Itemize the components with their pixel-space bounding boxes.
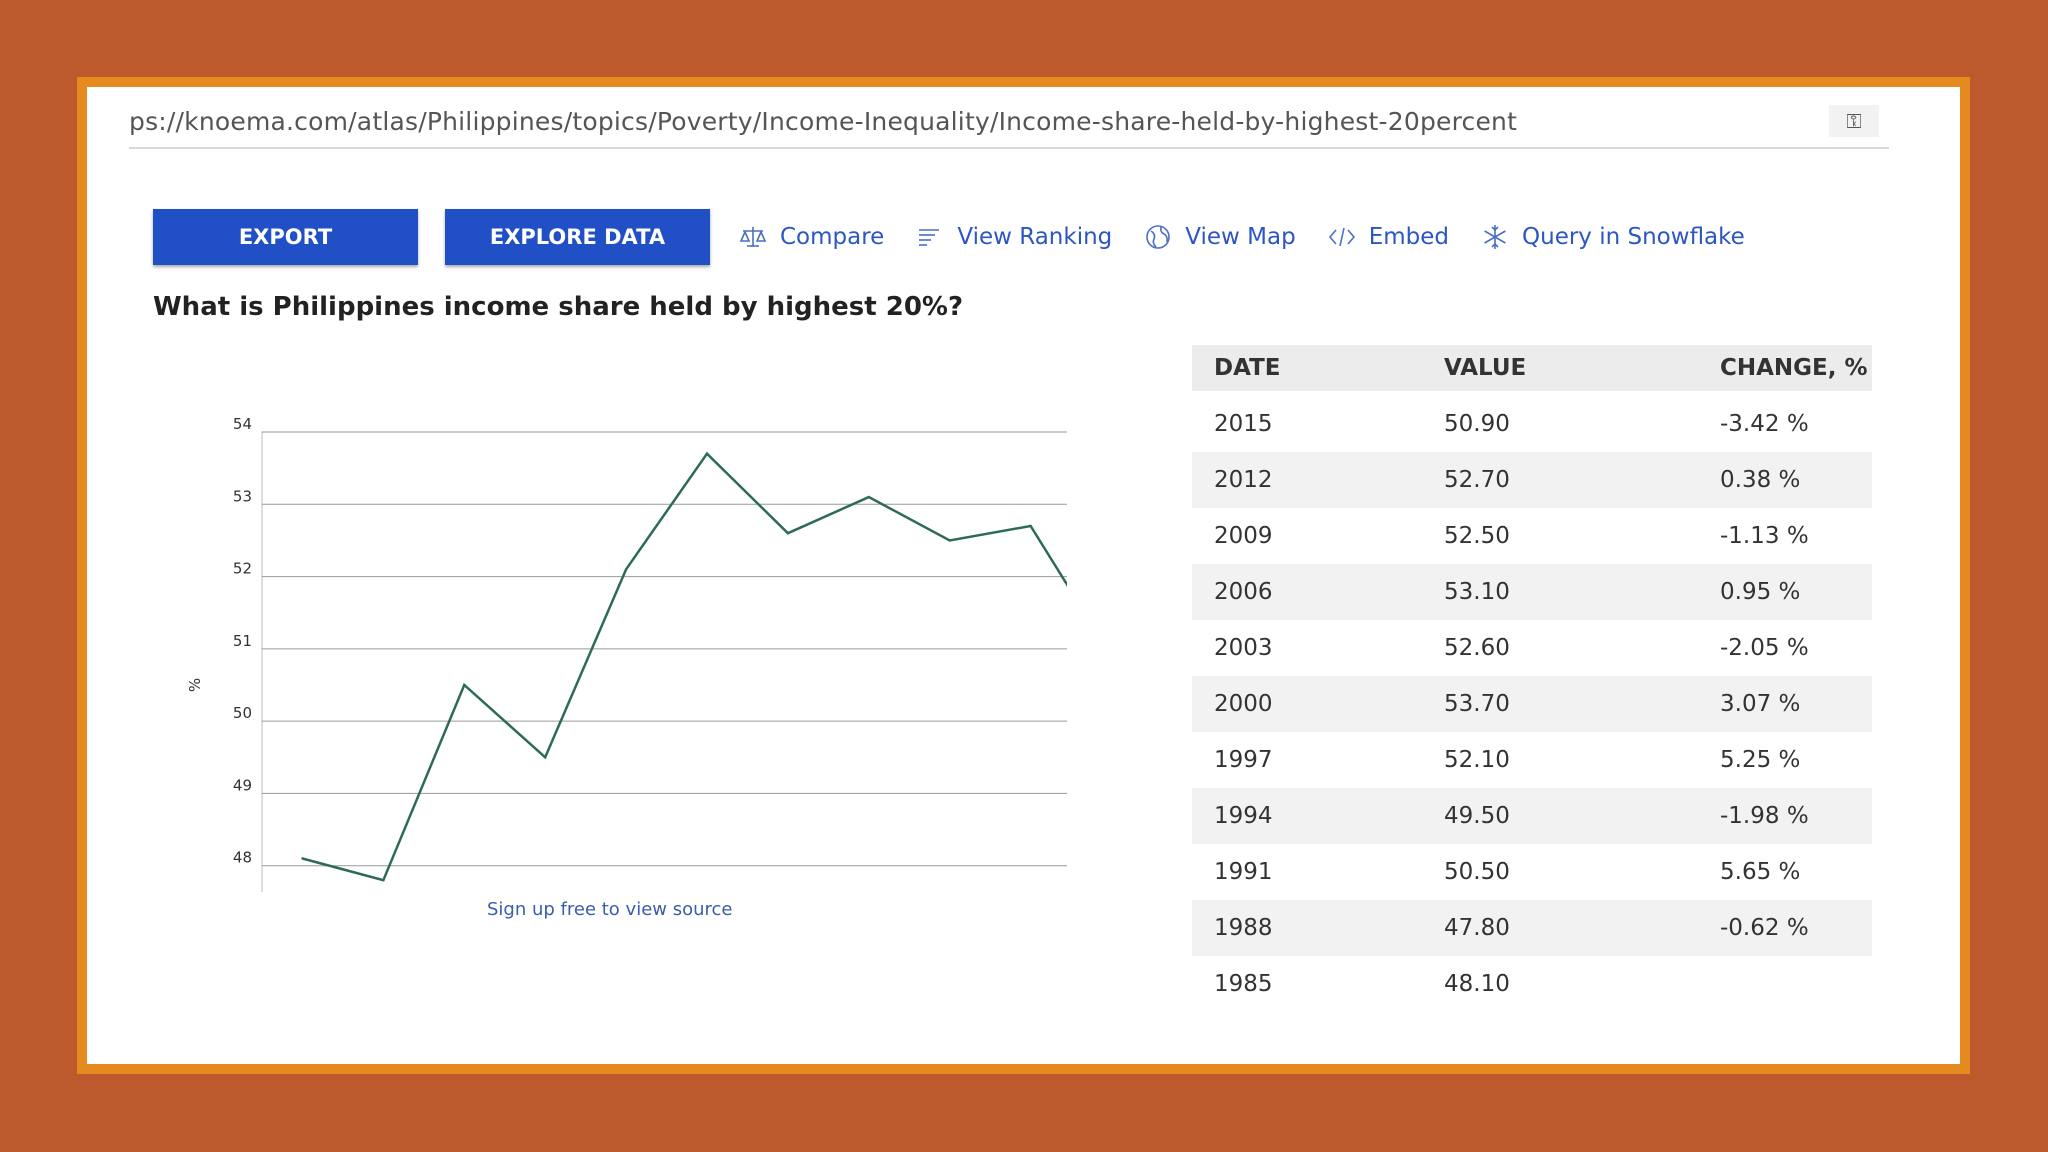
chart-area: 4748495051525354%19851988199119941997200… xyxy=(167,332,1153,964)
y-tick-label: 53 xyxy=(233,487,252,505)
table-cell: 3.07 % xyxy=(1720,691,1801,717)
compare-label: Compare xyxy=(780,224,885,250)
y-axis-label: % xyxy=(186,678,204,692)
embed-link[interactable]: Embed xyxy=(1327,222,1449,252)
table-cell: 52.10 xyxy=(1444,747,1510,773)
data-point xyxy=(786,532,790,535)
url-text[interactable]: ps://knoema.com/atlas/Philippines/topics… xyxy=(129,107,1518,136)
table-cell: -1.98 % xyxy=(1720,803,1809,829)
snowflake-icon xyxy=(1480,222,1510,252)
key-icon[interactable]: ⚿ xyxy=(1829,105,1879,137)
table-cell: 52.60 xyxy=(1444,635,1510,661)
table-row: 2000 53.70 3.07 % xyxy=(1192,676,1872,732)
scale-icon xyxy=(738,222,768,252)
table-header-cell: VALUE xyxy=(1444,355,1527,381)
table-row: 2012 52.70 0.38 % xyxy=(1192,452,1872,508)
table-cell: 49.50 xyxy=(1444,803,1510,829)
data-point xyxy=(382,878,385,882)
table-header-cell: DATE xyxy=(1214,355,1281,381)
table-cell: 48.10 xyxy=(1444,971,1510,997)
table-cell: 52.70 xyxy=(1444,467,1510,493)
table-row: 1997 52.10 5.25 % xyxy=(1192,732,1872,788)
globe-icon xyxy=(1143,222,1173,252)
table-cell: 2000 xyxy=(1214,691,1273,717)
data-point xyxy=(705,452,709,455)
view-map-link[interactable]: View Map xyxy=(1143,222,1296,252)
table-cell: 2015 xyxy=(1214,411,1273,437)
table-cell: -0.62 % xyxy=(1720,915,1809,941)
view-map-label: View Map xyxy=(1185,224,1296,250)
query-snowflake-link[interactable]: Query in Snowflake xyxy=(1480,222,1745,252)
y-tick-label: 50 xyxy=(233,704,252,722)
page-panel: ps://knoema.com/atlas/Philippines/topics… xyxy=(87,87,1960,1064)
data-point xyxy=(948,539,951,542)
query-snowflake-label: Query in Snowflake xyxy=(1522,224,1745,250)
table-cell: 2006 xyxy=(1214,579,1273,605)
table-cell: 2003 xyxy=(1214,635,1273,661)
table-row: 2009 52.50 -1.13 % xyxy=(1192,508,1872,564)
data-point xyxy=(543,756,547,759)
code-icon xyxy=(1327,222,1357,252)
table-header: DATE VALUE CHANGE, % xyxy=(1192,345,1872,391)
address-bar[interactable]: ps://knoema.com/atlas/Philippines/topics… xyxy=(129,105,1889,149)
explore-data-button[interactable]: EXPLORE DATA xyxy=(445,209,710,265)
list-icon xyxy=(915,222,945,252)
table-cell: 0.38 % xyxy=(1720,467,1801,493)
compare-link[interactable]: Compare xyxy=(738,222,884,252)
chart-title: What is Philippines income share held by… xyxy=(153,292,964,322)
y-tick-label: 51 xyxy=(233,632,252,650)
table-cell: 53.10 xyxy=(1444,579,1510,605)
view-ranking-label: View Ranking xyxy=(957,224,1113,250)
table-cell: 1997 xyxy=(1214,747,1273,773)
table-cell: -1.13 % xyxy=(1720,523,1809,549)
y-tick-label: 54 xyxy=(233,415,252,433)
table-cell: -3.42 % xyxy=(1720,411,1809,437)
table-cell: 1991 xyxy=(1214,859,1273,885)
table-cell: 2012 xyxy=(1214,467,1273,493)
data-point xyxy=(1029,524,1032,528)
table-cell: 5.65 % xyxy=(1720,859,1801,885)
table-cell: 0.95 % xyxy=(1720,579,1801,605)
plot-frame xyxy=(261,431,1153,939)
view-ranking-link[interactable]: View Ranking xyxy=(915,222,1112,252)
table-row: 2003 52.60 -2.05 % xyxy=(1192,620,1872,676)
data-point xyxy=(463,683,466,687)
table-row: 1991 50.50 5.65 % xyxy=(1192,844,1872,900)
table-cell: 50.90 xyxy=(1444,411,1510,437)
table-cell: 50.50 xyxy=(1444,859,1510,885)
table-cell: -2.05 % xyxy=(1720,635,1809,661)
toolbar-links: Compare View Ranking View Map xyxy=(738,219,1776,255)
source-link[interactable]: Sign up free to view source xyxy=(487,899,733,920)
series-line xyxy=(302,451,1113,882)
table-cell: 1988 xyxy=(1214,915,1273,941)
table-row: 2015 50.90 -3.42 % xyxy=(1192,396,1872,452)
export-button[interactable]: EXPORT xyxy=(153,209,418,265)
table-row: 1988 47.80 -0.62 % xyxy=(1192,900,1872,956)
data-point xyxy=(301,857,304,860)
y-tick-label: 52 xyxy=(233,560,252,578)
data-table: DATE VALUE CHANGE, % 2015 50.90 -3.42 % 2012 52… xyxy=(1192,345,1872,1012)
table-cell: 52.50 xyxy=(1444,523,1510,549)
table-cell: 2009 xyxy=(1214,523,1273,549)
table-row: 1985 48.10 xyxy=(1192,956,1872,1012)
table-header-cell: CHANGE, % xyxy=(1720,355,1868,381)
table-cell: 5.25 % xyxy=(1720,747,1801,773)
table-row: 2006 53.10 0.95 % xyxy=(1192,564,1872,620)
table-cell: 1994 xyxy=(1214,803,1273,829)
data-point xyxy=(867,495,871,499)
table-row: 1994 49.50 -1.98 % xyxy=(1192,788,1872,844)
data-point xyxy=(624,568,628,571)
embed-label: Embed xyxy=(1368,224,1450,250)
table-cell: 1985 xyxy=(1214,971,1273,997)
y-tick-label: 48 xyxy=(233,849,252,867)
table-cell: 47.80 xyxy=(1444,915,1510,941)
y-tick-label: 49 xyxy=(233,776,252,794)
table-cell: 53.70 xyxy=(1444,691,1510,717)
line-chart: 4748495051525354%19851988199119941997200… xyxy=(186,415,1153,964)
